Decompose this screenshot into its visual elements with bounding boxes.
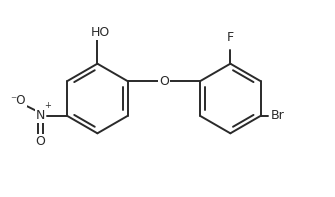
Text: O: O	[36, 135, 46, 148]
Text: HO: HO	[91, 26, 110, 39]
Text: F: F	[227, 31, 234, 44]
Text: O: O	[159, 75, 169, 88]
Text: ⁻O: ⁻O	[11, 94, 26, 107]
Text: Br: Br	[271, 109, 285, 122]
Text: +: +	[45, 101, 51, 110]
Text: N: N	[36, 109, 45, 122]
